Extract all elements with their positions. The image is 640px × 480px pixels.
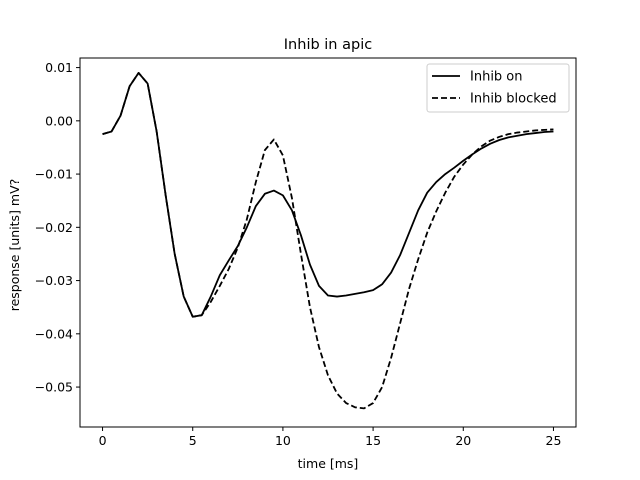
- y-axis-label: response [units] mV?: [7, 179, 22, 312]
- x-tick-label: 20: [455, 433, 471, 448]
- y-tick-label: −0.04: [35, 326, 73, 341]
- series-line-2: [102, 72, 554, 410]
- y-tick-label: −0.03: [35, 273, 73, 288]
- y-tick-label: −0.05: [35, 380, 73, 395]
- legend-frame: [426, 63, 570, 113]
- y-tick-label: 0.00: [45, 113, 73, 128]
- axes-layer: 0 5 10 15 20 25 0.01 0.00 −0.01 −0.02 −0.03 −0.04 −0…: [35, 57, 577, 448]
- y-tick-label: −0.01: [35, 167, 73, 182]
- y-tick-label: 0.01: [45, 60, 73, 75]
- x-tick-label: 10: [275, 433, 291, 448]
- x-tick-label: 15: [365, 433, 381, 448]
- plot-frame: [79, 57, 577, 428]
- series-layer: [102, 72, 554, 410]
- x-axis-label: time [ms]: [298, 456, 359, 471]
- x-tick-label: 25: [546, 433, 562, 448]
- legend-label-2: Inhib blocked: [470, 92, 557, 107]
- legend-label-1: Inhib on: [470, 70, 523, 85]
- legend: Inhib on Inhib blocked: [426, 63, 570, 113]
- chart-title: Inhib in apic: [284, 37, 372, 53]
- x-tick-label: 5: [189, 433, 197, 448]
- x-tick-label: 0: [99, 433, 107, 448]
- y-tick-label: −0.02: [35, 220, 73, 235]
